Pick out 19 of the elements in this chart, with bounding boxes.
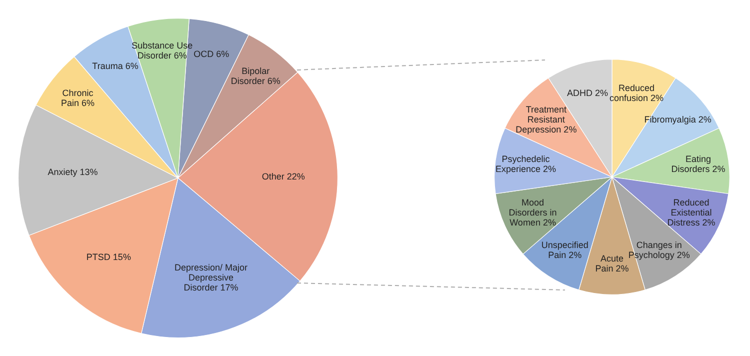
slice-label: Unspecified Pain 2%	[541, 240, 588, 260]
slice-label: Fibromyalgia 2%	[644, 114, 712, 124]
slice-label: Acute Pain 2%	[595, 254, 629, 274]
slice-label: Reduced confusion 2%	[610, 82, 664, 103]
slice-label: Trauma 6%	[92, 61, 138, 72]
slice-label: Other 22%	[262, 171, 305, 182]
slice-label: Bipolar Disorder 6%	[230, 66, 280, 86]
slice-label: Psychedelic Experience 2%	[496, 154, 556, 174]
slice-label: Mood Disorders in Women 2%	[508, 198, 557, 228]
slice-label: Treatment Resistant Depression 2%	[516, 104, 577, 134]
slice-label: Chronic Pain 6%	[61, 88, 95, 108]
slice-label: ADHD 2%	[566, 88, 608, 98]
slice-label: Reduced Existential Distress 2%	[667, 198, 716, 228]
slice-label: Depression/ Major Depressive Disorder 17%	[174, 262, 248, 293]
slice-label: PTSD 15%	[86, 252, 131, 262]
slice-label: Eating Disorders 2%	[671, 154, 726, 174]
slice-label: Substance Use Disorder 6%	[132, 40, 193, 61]
slice-label: OCD 6%	[194, 49, 230, 60]
slice-label: Anxiety 13%	[48, 166, 98, 177]
